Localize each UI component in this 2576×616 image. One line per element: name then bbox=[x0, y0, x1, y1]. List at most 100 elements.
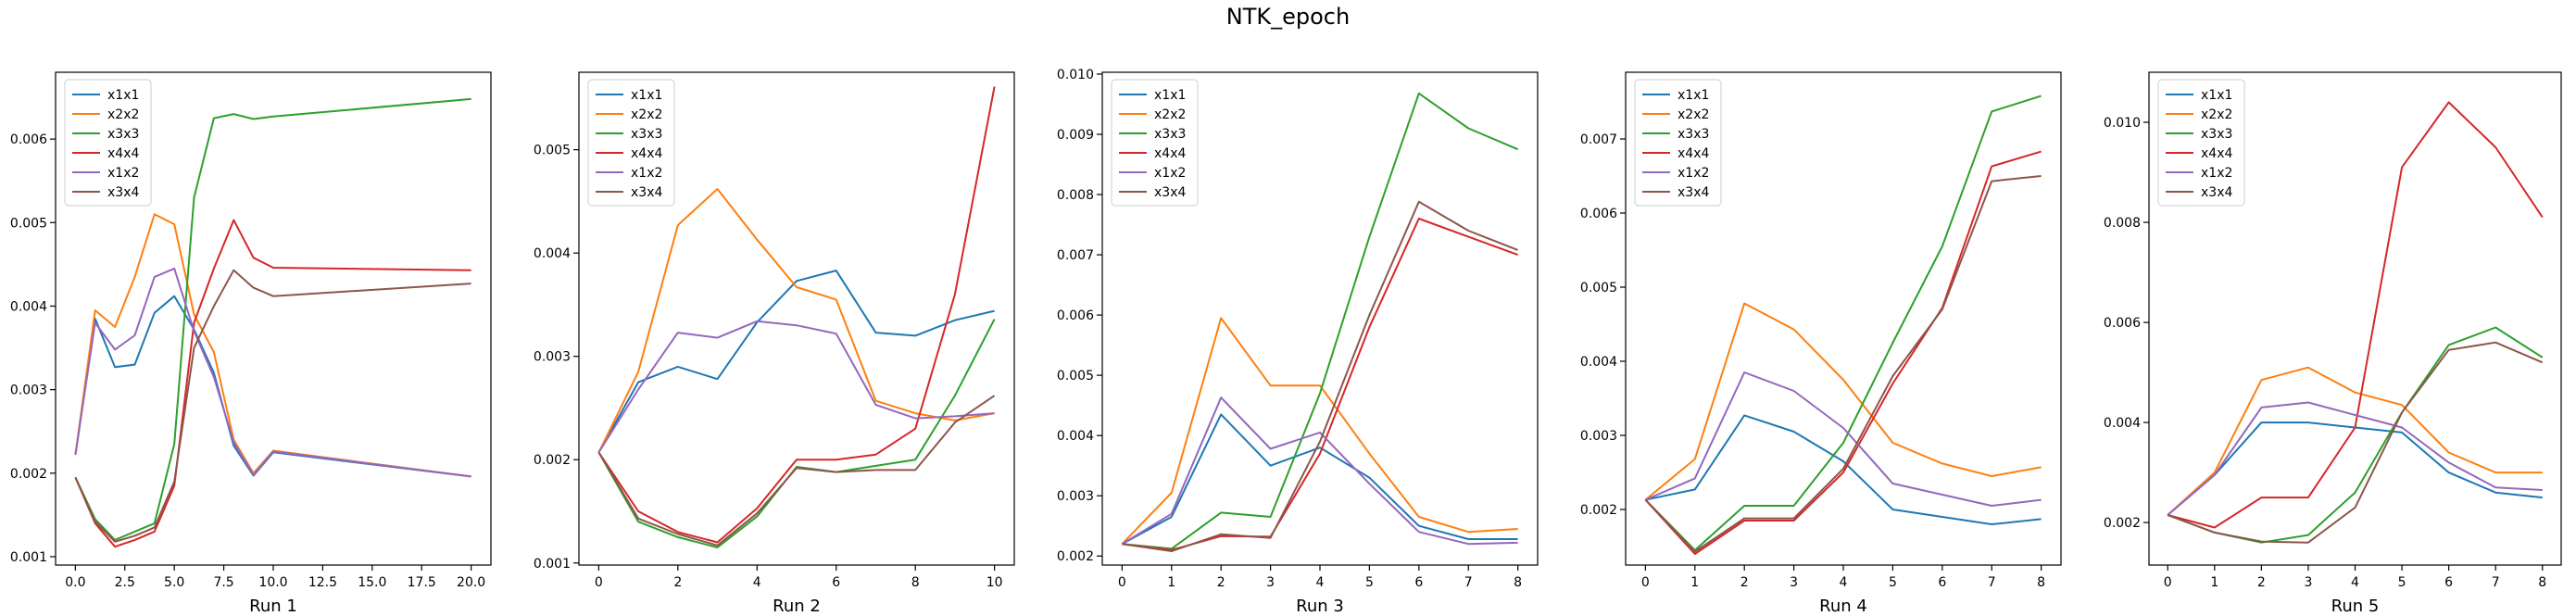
chart-panel-2: 0 2 4 6 8 10 0.001 0.002 0.003 0.004 0.005 Run 2 x1x… bbox=[534, 71, 1015, 616]
x-tick-label: 3 bbox=[1266, 575, 1275, 590]
legend-label-x1x1: x1x1 bbox=[1154, 88, 1186, 103]
x-tick-label: 4 bbox=[1316, 575, 1325, 590]
series-line-x4x4 bbox=[1644, 150, 2042, 555]
x-tick-label: 4 bbox=[1840, 575, 1848, 590]
x-tick-label: 1 bbox=[2210, 575, 2218, 590]
legend: x1x1 x2x2 x3x3 x4x4 x1x2 x3x4 bbox=[2157, 79, 2245, 207]
x-tick-label: 0.0 bbox=[65, 575, 85, 590]
legend: x1x1 x2x2 x3x3 x4x4 x1x2 x3x4 bbox=[587, 79, 675, 207]
legend-label-x4x4: x4x4 bbox=[1154, 146, 1186, 161]
y-tick-label: 0.009 bbox=[1057, 128, 1094, 143]
y-tick-label: 0.005 bbox=[10, 216, 47, 231]
legend-label-x4x4: x4x4 bbox=[2201, 146, 2232, 161]
x-tick-label: 2 bbox=[1217, 575, 1225, 590]
x-tick-label: 6 bbox=[2444, 575, 2453, 590]
x-tick-label: 5 bbox=[1889, 575, 1897, 590]
x-axis-label: Run 5 bbox=[2331, 597, 2380, 616]
series-line-x2x2 bbox=[597, 188, 995, 453]
series-line-x2x2 bbox=[1644, 302, 2042, 501]
x-tick-label: 7 bbox=[1464, 575, 1473, 590]
series-line-x1x1 bbox=[1121, 413, 1518, 546]
legend-label-x4x4: x4x4 bbox=[631, 146, 662, 161]
x-tick-label: 0 bbox=[2164, 575, 2172, 590]
x-tick-label: 5 bbox=[1365, 575, 1374, 590]
y-tick-label: 0.006 bbox=[2104, 316, 2141, 331]
y-tick-label: 0.007 bbox=[1057, 248, 1094, 263]
y-tick-label: 0.008 bbox=[2104, 216, 2141, 231]
x-tick-label: 5.0 bbox=[164, 575, 184, 590]
figure-title: NTK_epoch bbox=[1225, 4, 1351, 30]
series-line-x3x3 bbox=[74, 97, 471, 541]
legend: x1x1 x2x2 x3x3 x4x4 x1x2 x3x4 bbox=[64, 79, 152, 207]
x-tick-label: 1 bbox=[1690, 575, 1699, 590]
series-line-x1x2 bbox=[1645, 371, 2042, 507]
legend-label-x4x4: x4x4 bbox=[1678, 146, 1709, 161]
y-tick-label: 0.001 bbox=[534, 557, 571, 572]
x-tick-label: 8 bbox=[2538, 575, 2546, 590]
series-line-x3x3 bbox=[1122, 92, 1518, 550]
legend-label-x1x2: x1x2 bbox=[107, 166, 139, 181]
x-tick-label: 6 bbox=[1414, 575, 1423, 590]
legend-label-x3x4: x3x4 bbox=[631, 185, 662, 200]
y-tick-label: 0.005 bbox=[1057, 369, 1094, 383]
legend-box bbox=[64, 79, 152, 207]
series-line-x3x3 bbox=[1644, 94, 2042, 551]
legend-label-x4x4: x4x4 bbox=[107, 146, 139, 161]
y-tick-label: 0.006 bbox=[1580, 207, 1617, 221]
x-tick-label: 6 bbox=[832, 575, 840, 590]
legend-label-x2x2: x2x2 bbox=[631, 107, 662, 122]
legend: x1x1 x2x2 x3x3 x4x4 x1x2 x3x4 bbox=[1111, 79, 1199, 207]
x-tick-label: 5 bbox=[2398, 575, 2406, 590]
y-tick-label: 0.003 bbox=[1580, 429, 1617, 444]
series-line-x1x2 bbox=[1121, 396, 1518, 546]
x-tick-label: 20.0 bbox=[457, 575, 485, 590]
series-line-x1x2 bbox=[74, 267, 471, 478]
x-tick-label: 10.0 bbox=[258, 575, 287, 590]
series-line-x1x2 bbox=[597, 320, 995, 453]
series-line-x2x2 bbox=[2167, 366, 2543, 516]
x-tick-label: 1 bbox=[1167, 575, 1175, 590]
series-line-x2x2 bbox=[1121, 317, 1518, 545]
legend-label-x1x1: x1x1 bbox=[2201, 88, 2232, 103]
series-line-x3x4 bbox=[2167, 341, 2544, 544]
y-tick-label: 0.004 bbox=[10, 299, 47, 314]
series-line-x4x4 bbox=[74, 219, 471, 548]
legend-box bbox=[587, 79, 675, 207]
y-tick-label: 0.007 bbox=[1580, 132, 1617, 147]
y-tick-label: 0.004 bbox=[2104, 416, 2141, 431]
legend-label-x1x1: x1x1 bbox=[631, 88, 662, 103]
x-tick-label: 0 bbox=[1641, 575, 1650, 590]
y-tick-label: 0.001 bbox=[10, 550, 47, 565]
y-tick-label: 0.005 bbox=[1580, 281, 1617, 295]
series-line-x1x1 bbox=[597, 270, 995, 453]
series-line-x1x1 bbox=[74, 295, 471, 478]
series-line-x1x1 bbox=[1645, 414, 2042, 525]
legend-label-x3x3: x3x3 bbox=[107, 127, 139, 142]
x-tick-label: 4 bbox=[753, 575, 761, 590]
x-tick-label: 2 bbox=[673, 575, 682, 590]
y-tick-label: 0.010 bbox=[2104, 116, 2141, 131]
x-tick-label: 2.5 bbox=[115, 575, 135, 590]
x-tick-label: 10 bbox=[986, 575, 1003, 590]
legend-label-x2x2: x2x2 bbox=[107, 107, 139, 122]
x-tick-label: 3 bbox=[2304, 575, 2312, 590]
y-tick-label: 0.003 bbox=[534, 350, 571, 365]
legend-label-x1x1: x1x1 bbox=[1678, 88, 1709, 103]
legend-label-x1x2: x1x2 bbox=[1678, 166, 1709, 181]
legend-label-x3x3: x3x3 bbox=[1678, 127, 1709, 142]
y-tick-label: 0.004 bbox=[534, 246, 571, 261]
x-tick-label: 0 bbox=[1118, 575, 1126, 590]
x-tick-label: 4 bbox=[2351, 575, 2359, 590]
y-tick-label: 0.006 bbox=[1057, 308, 1094, 323]
series-line-x3x3 bbox=[2167, 326, 2544, 544]
legend-label-x3x4: x3x4 bbox=[1678, 185, 1709, 200]
y-tick-label: 0.005 bbox=[534, 144, 571, 158]
chart-panel-5: 0 1 2 3 4 5 6 7 8 0.002 0.004 0.006 0.008 0.010 Run 5 x… bbox=[2104, 71, 2562, 616]
x-tick-label: 6 bbox=[1938, 575, 1946, 590]
legend-label-x3x3: x3x3 bbox=[1154, 127, 1186, 142]
y-tick-label: 0.008 bbox=[1057, 188, 1094, 203]
series-line-x4x4 bbox=[1122, 218, 1518, 551]
x-tick-label: 8 bbox=[911, 575, 920, 590]
x-axis-label: Run 3 bbox=[1296, 597, 1344, 616]
